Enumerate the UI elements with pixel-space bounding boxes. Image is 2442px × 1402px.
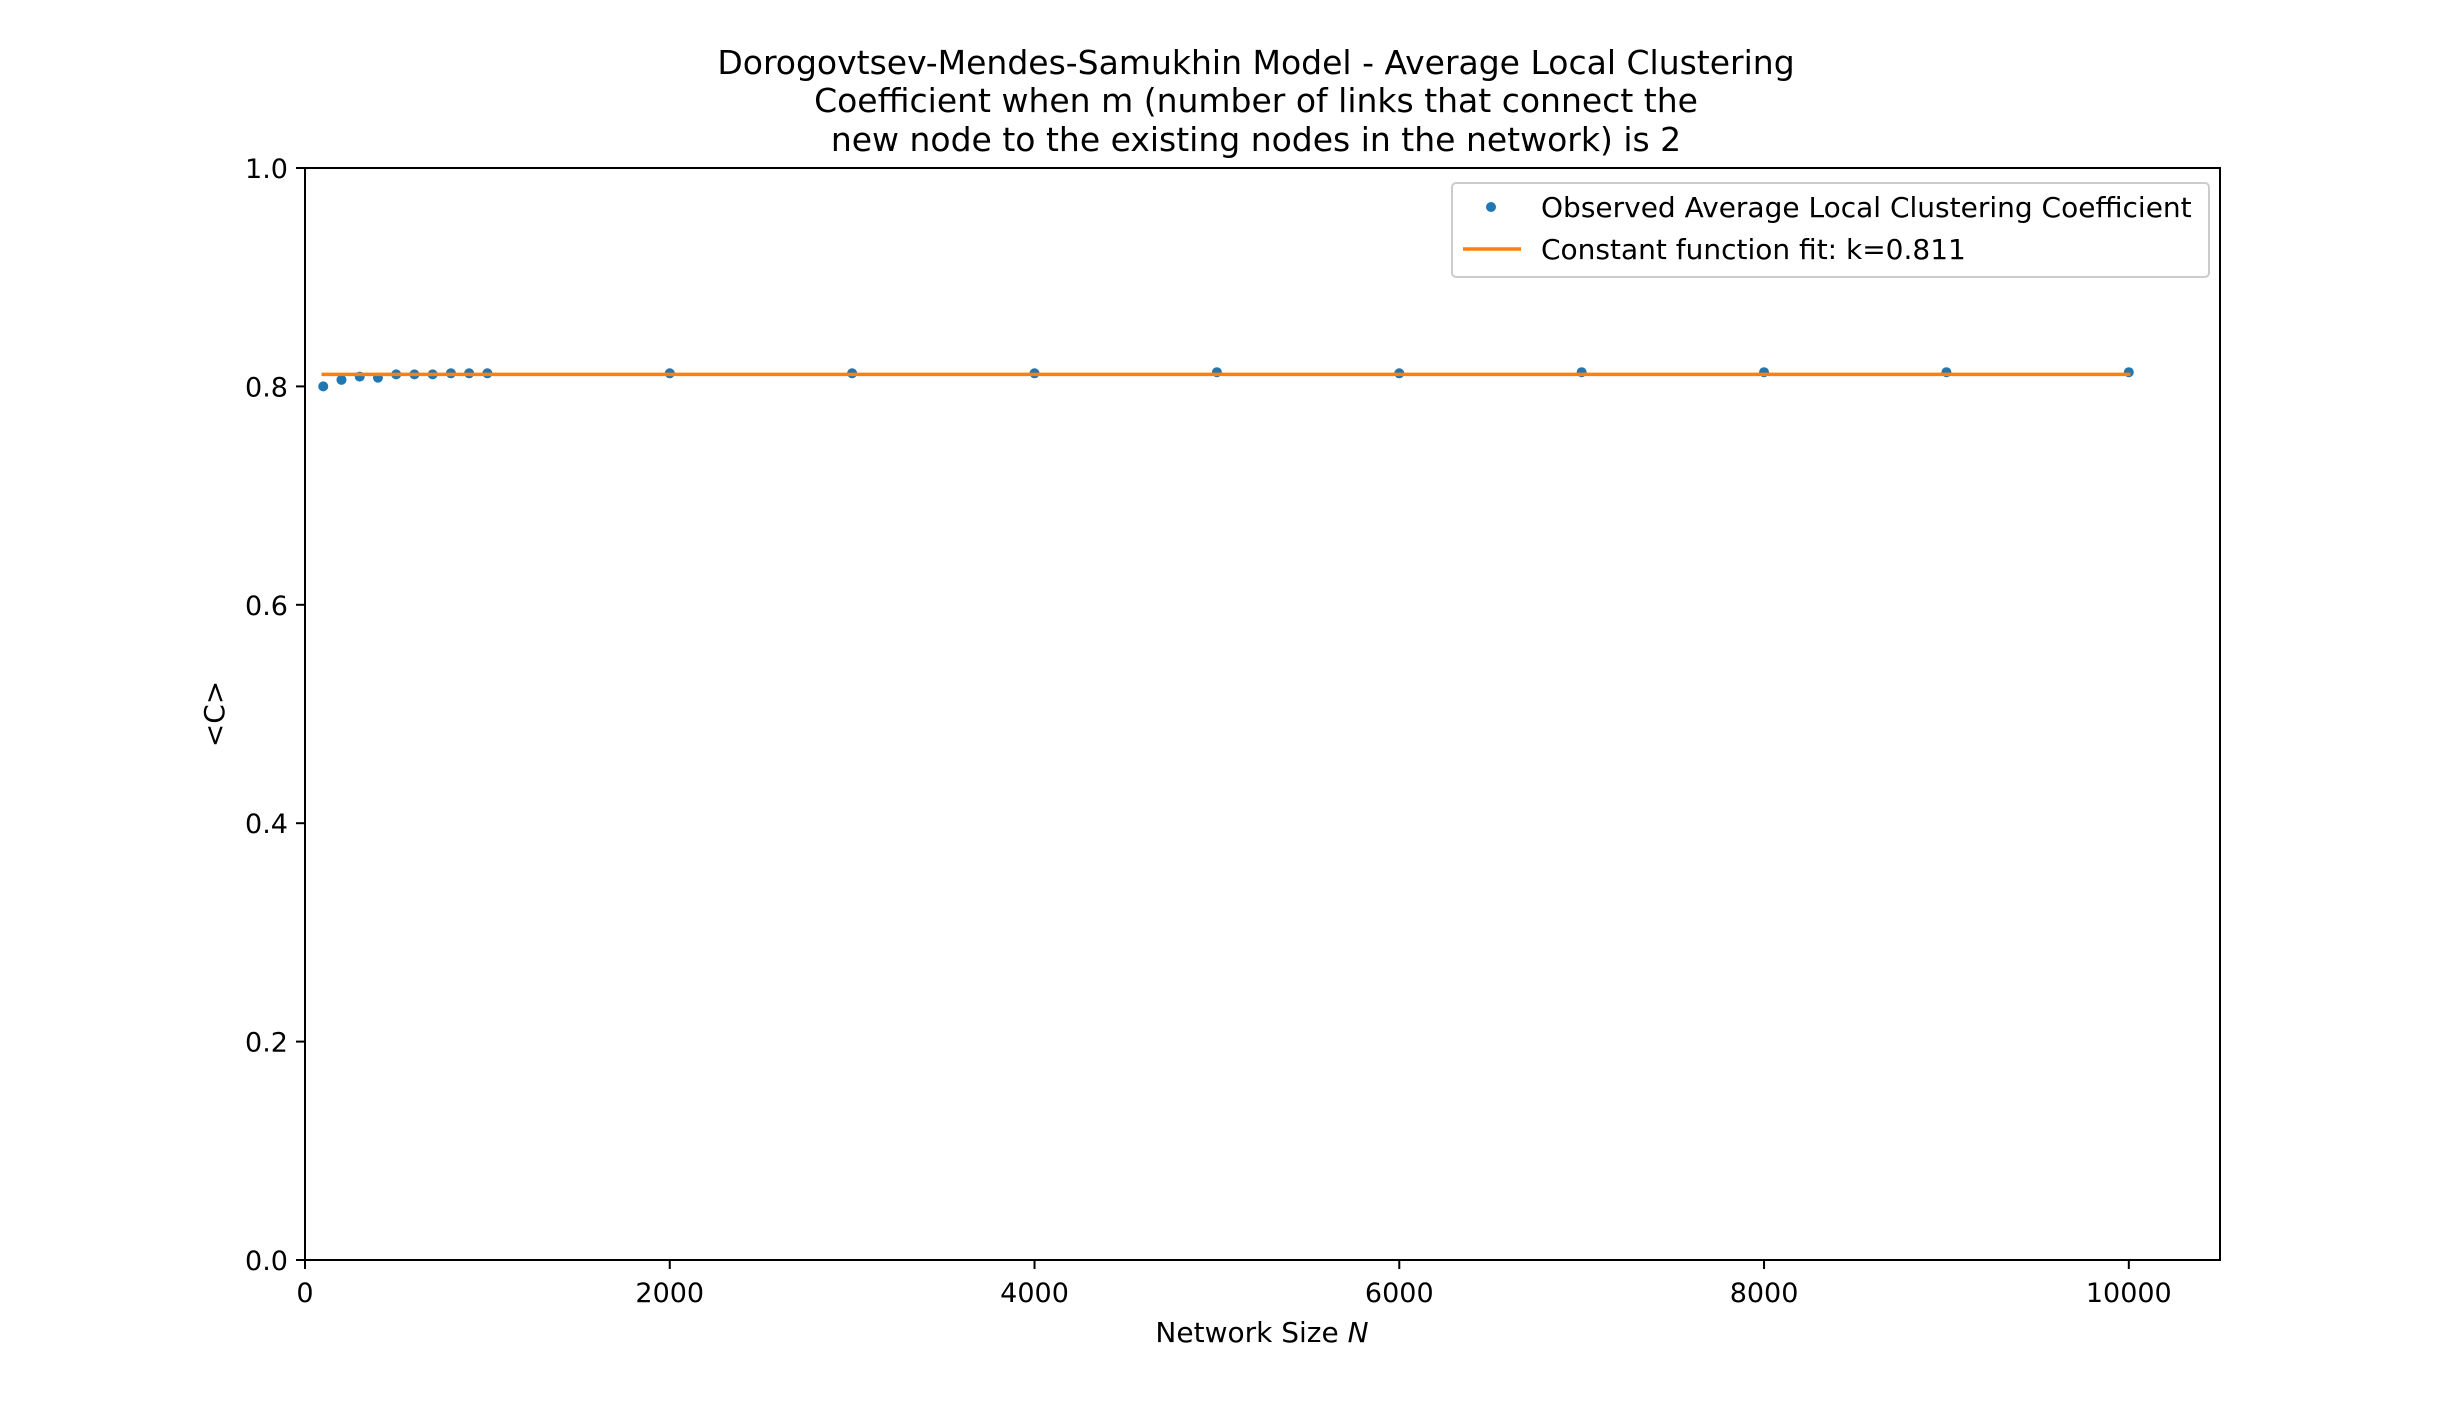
plot-series	[318, 367, 2134, 392]
x-axis-label: Network Size N	[1155, 1316, 1368, 1349]
x-axis-ticks: 0 2000 4000 6000 8000 10000	[296, 1260, 2172, 1309]
data-point	[318, 381, 329, 392]
y-tick-label: 0.0	[245, 1246, 288, 1277]
x-tick-label: 2000	[635, 1278, 704, 1309]
legend-marker-observed	[1486, 202, 1496, 212]
x-axis-label-variable: N	[1348, 1316, 1369, 1349]
chart-title: Dorogovtsev-Mendes-Samukhin Model - Aver…	[717, 43, 1794, 159]
x-tick-label: 6000	[1365, 1278, 1434, 1309]
legend-label-observed: Observed Average Local Clustering Coeffi…	[1541, 191, 2192, 224]
y-tick-label: 1.0	[245, 154, 288, 185]
x-tick-label: 4000	[1000, 1278, 1069, 1309]
x-tick-label: 10000	[2086, 1278, 2172, 1309]
chart-title-line-1: Dorogovtsev-Mendes-Samukhin Model - Aver…	[717, 43, 1794, 82]
legend: Observed Average Local Clustering Coeffi…	[1451, 182, 2210, 278]
y-axis-label: <C>	[198, 681, 231, 747]
x-tick-label: 0	[296, 1278, 313, 1309]
chart-title-line-2: Coefficient when m (number of links that…	[814, 81, 1698, 120]
y-tick-label: 0.8	[245, 372, 288, 403]
x-tick-label: 8000	[1730, 1278, 1799, 1309]
y-tick-label: 0.6	[245, 591, 288, 622]
series-observed	[318, 367, 2134, 392]
x-axis-label-text: Network Size	[1155, 1316, 1347, 1349]
y-tick-label: 0.4	[245, 809, 288, 840]
legend-box	[1451, 182, 2210, 278]
data-point	[336, 374, 347, 385]
legend-label-fit: Constant function fit: k=0.811	[1541, 233, 1966, 266]
y-axis-ticks: 0.0 0.2 0.4 0.6 0.8 1.0	[245, 154, 305, 1277]
y-tick-label: 0.2	[245, 1028, 288, 1059]
chart-title-line-3: new node to the existing nodes in the ne…	[831, 120, 1681, 159]
plot-area-frame	[304, 167, 2221, 1261]
